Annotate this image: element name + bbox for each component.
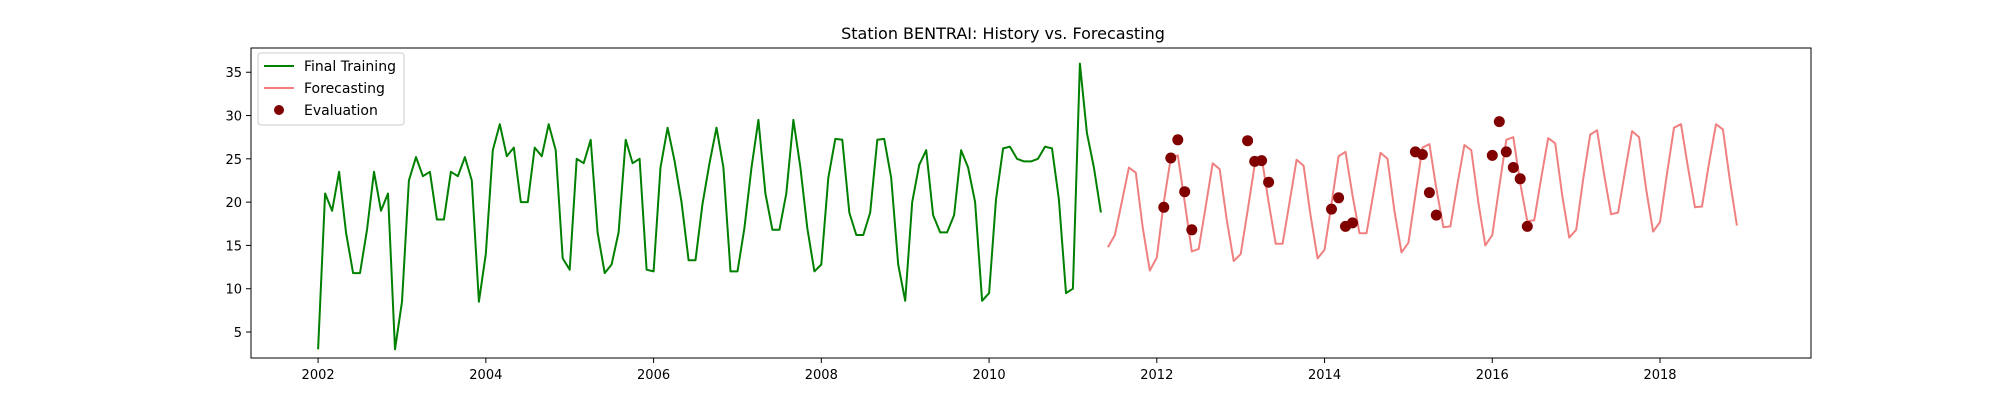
series-point-evaluation xyxy=(1347,217,1358,229)
x-tick-label: 2010 xyxy=(973,368,1006,383)
series-point-evaluation xyxy=(1486,149,1498,161)
series-point-evaluation xyxy=(1186,224,1198,236)
x-tick-label: 2004 xyxy=(469,368,502,383)
series-point-evaluation xyxy=(1172,134,1184,146)
series-point-evaluation xyxy=(1430,209,1442,221)
x-tick-label: 2012 xyxy=(1140,368,1173,383)
series-point-evaluation xyxy=(1493,116,1505,128)
legend: Final Training Forecasting Evaluation xyxy=(257,52,405,126)
legend-frame xyxy=(257,52,405,126)
series-point-evaluation xyxy=(1326,203,1337,215)
series-point-evaluation xyxy=(1514,173,1526,185)
series-point-evaluation xyxy=(1333,192,1345,204)
legend-label-forecasting: Forecasting xyxy=(304,81,385,97)
y-tick-label: 30 xyxy=(225,110,242,125)
series-point-evaluation xyxy=(1158,201,1170,213)
legend-swatch-evaluation xyxy=(274,105,284,115)
plot-frame xyxy=(250,47,1812,359)
y-tick-label: 5 xyxy=(234,326,242,341)
x-tick-label: 2016 xyxy=(1476,368,1509,383)
x-tick-label: 2014 xyxy=(1308,368,1341,383)
x-tick-label: 2006 xyxy=(637,368,670,383)
y-tick-label: 35 xyxy=(225,66,242,81)
series-point-evaluation xyxy=(1256,155,1268,167)
x-axis: 2002 2004 2006 2008 2010 2012 2014 2016 2018 xyxy=(302,358,1677,383)
x-tick-label: 2018 xyxy=(1643,368,1676,383)
legend-label-evaluation: Evaluation xyxy=(304,103,378,119)
series-point-evaluation xyxy=(1416,149,1428,160)
series-layer xyxy=(317,62,1738,351)
x-tick-label: 2002 xyxy=(302,368,335,383)
y-tick-label: 25 xyxy=(225,153,242,168)
y-axis: 5 10 15 20 25 30 35 xyxy=(225,66,251,341)
y-tick-label: 10 xyxy=(225,283,242,298)
legend-label-final-training: Final Training xyxy=(304,59,396,75)
series-point-evaluation xyxy=(1423,187,1435,199)
y-tick-label: 15 xyxy=(225,239,242,254)
series-point-evaluation xyxy=(1165,152,1177,164)
series-point-evaluation xyxy=(1507,162,1519,173)
series-point-evaluation xyxy=(1500,146,1512,158)
series-point-evaluation xyxy=(1521,220,1533,232)
series-point-evaluation xyxy=(1179,186,1191,198)
y-tick-label: 20 xyxy=(225,196,242,211)
series-line-final-training xyxy=(317,62,1102,351)
series-point-evaluation xyxy=(1242,135,1254,147)
x-tick-label: 2008 xyxy=(805,368,838,383)
series-point-evaluation xyxy=(1263,176,1275,188)
plot-area: 2002 2004 2006 2008 2010 2012 2014 2016 2018 5 10… xyxy=(225,47,1812,383)
series-line-forecasting xyxy=(1107,123,1738,272)
chart-title: Station BENTRAI: History vs. Forecasting xyxy=(841,24,1165,43)
